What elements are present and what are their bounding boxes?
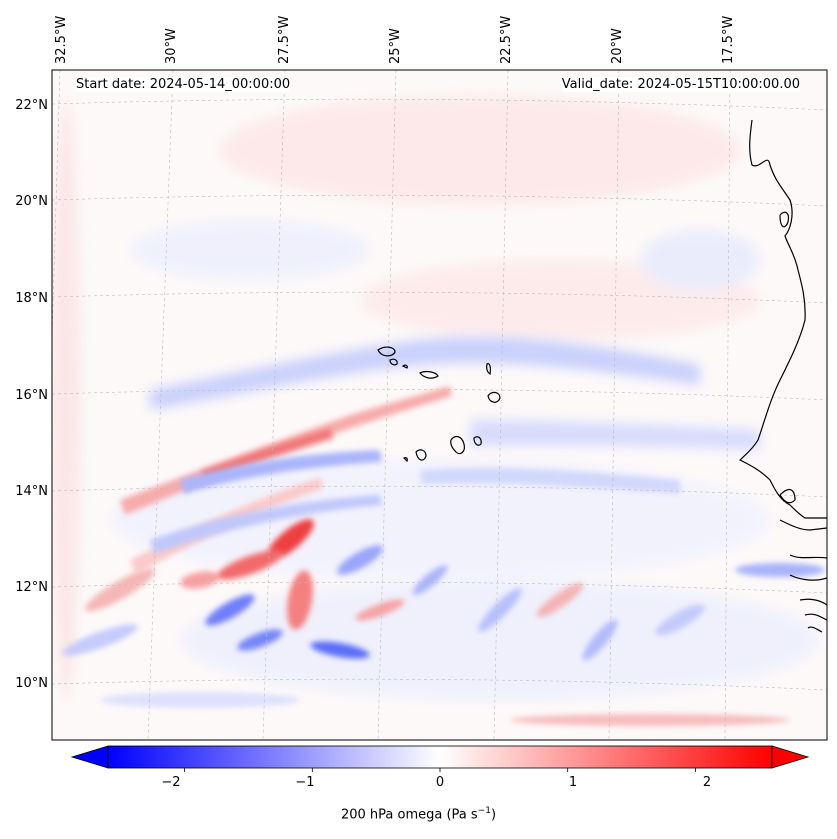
lat-label-20n: 20°N xyxy=(15,194,48,209)
colorbar-variable: 200 hPa omega xyxy=(340,807,443,823)
lon-label-30w: 30°W xyxy=(164,28,179,64)
lon-label-25w: 25°W xyxy=(388,28,403,64)
lat-label-16n: 16°N xyxy=(15,388,48,403)
lon-label-17-5w: 17.5°W xyxy=(721,15,736,64)
colorbar-title: 200 hPa omega (Pa s−1) xyxy=(340,806,497,823)
colorbar-tick-label: 2 xyxy=(702,775,712,790)
coastlines xyxy=(738,119,827,633)
colorbar-tick-label: −2 xyxy=(161,775,181,790)
colorbar-tick-label: −1 xyxy=(295,775,315,790)
valid-date-label: Valid_date: 2024-05-15T10:00:00.00 xyxy=(561,77,800,92)
start-date-label: Start date: 2024-05-14_00:00:00 xyxy=(76,77,291,92)
lat-label-10n: 10°N xyxy=(15,676,48,691)
lon-label-20w: 20°W xyxy=(610,28,625,64)
colorbar-units: Pa s xyxy=(451,807,478,823)
lon-label-32-5w: 32.5°W xyxy=(54,15,69,64)
graticule xyxy=(52,70,827,740)
omega-field xyxy=(52,70,827,740)
colorbar-min-extend xyxy=(70,745,109,769)
colorbar-tick-label: 1 xyxy=(568,775,578,790)
colorbar-gradient xyxy=(107,745,773,769)
colorbar-tick-label: 0 xyxy=(435,775,445,790)
map-frame xyxy=(51,69,828,741)
lat-label-18n: 18°N xyxy=(15,291,48,306)
lat-label-14n: 14°N xyxy=(15,484,48,499)
cape-verde-islands xyxy=(377,346,501,463)
colorbar xyxy=(70,745,810,772)
colorbar-units-exponent: −1 xyxy=(477,806,491,816)
lat-label-12n: 12°N xyxy=(15,580,48,595)
lat-label-22n: 22°N xyxy=(15,98,48,113)
colorbar-max-extend xyxy=(771,745,810,769)
lon-label-22-5w: 22.5°W xyxy=(499,15,514,64)
lon-label-27-5w: 27.5°W xyxy=(277,15,292,64)
